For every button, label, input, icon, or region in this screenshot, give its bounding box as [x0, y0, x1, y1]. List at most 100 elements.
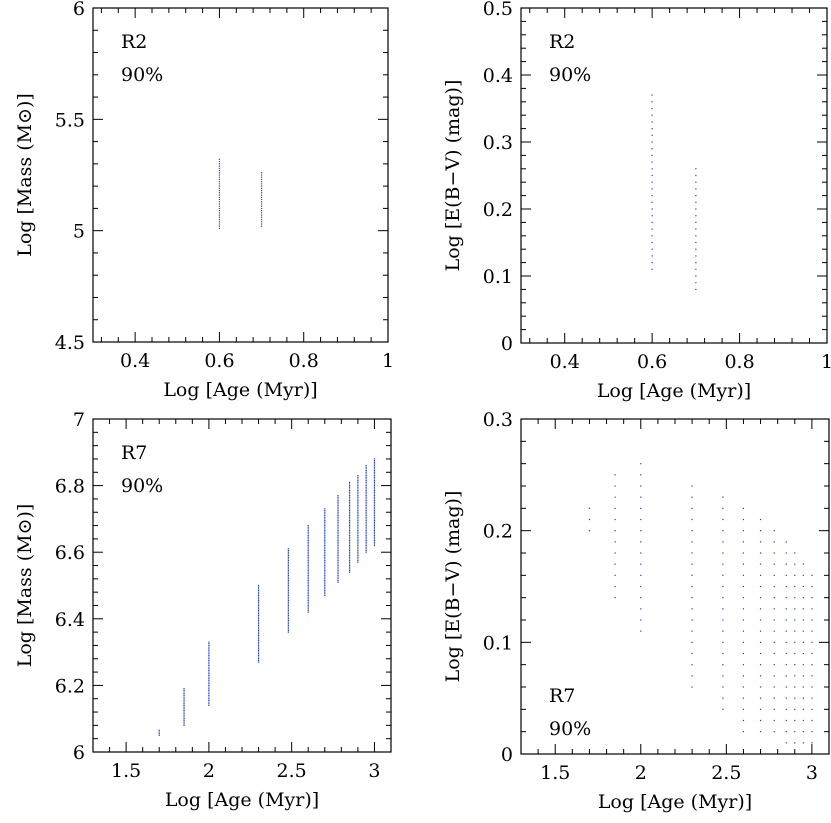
data-point [337, 556, 339, 558]
data-point [218, 201, 221, 203]
data-point [218, 196, 221, 198]
data-point [373, 511, 376, 513]
data-point [773, 675, 775, 677]
data-point [651, 101, 653, 103]
data-point [742, 719, 745, 722]
data-point [365, 501, 367, 503]
data-point [307, 584, 309, 587]
data-point [324, 519, 326, 522]
y-tick-label: 5.5 [55, 109, 85, 131]
data-point [691, 563, 693, 565]
data-point [287, 571, 289, 573]
data-point [651, 228, 653, 230]
data-point [307, 534, 309, 537]
data-point [287, 621, 289, 623]
data-point [695, 262, 697, 264]
data-point [208, 644, 210, 647]
data-point [722, 664, 724, 666]
data-point [357, 511, 359, 513]
data-point [307, 606, 309, 608]
data-point [257, 639, 260, 642]
data-point [373, 521, 376, 523]
data-point [365, 526, 367, 528]
data-point [208, 661, 210, 663]
data-point [365, 518, 367, 520]
data-point [722, 686, 724, 688]
y-axis-label: Log [E(B−V) (mag)] [442, 80, 464, 272]
data-point [811, 585, 813, 588]
data-point [349, 569, 351, 572]
data-point [773, 630, 775, 632]
y-tick-label: 0.3 [483, 409, 513, 431]
data-point [651, 255, 653, 257]
data-point [357, 551, 359, 553]
data-point [651, 201, 653, 203]
data-point [257, 599, 260, 602]
data-point [287, 564, 289, 567]
data-point [307, 551, 309, 553]
data-point [287, 559, 289, 562]
data-point [208, 643, 210, 645]
data-point [287, 563, 289, 565]
data-point [260, 176, 263, 178]
data-point [794, 708, 796, 710]
data-point [640, 574, 642, 576]
data-point [365, 489, 367, 492]
data-point [307, 531, 309, 533]
data-point [373, 518, 376, 520]
data-point [208, 668, 210, 670]
data-point [759, 563, 762, 565]
data-point [307, 544, 309, 547]
data-point [357, 506, 359, 508]
data-point [324, 516, 326, 518]
data-point [722, 675, 724, 677]
data-point [759, 585, 762, 588]
data-point [257, 643, 260, 645]
data-point [183, 716, 185, 718]
data-point [218, 172, 221, 174]
data-point [773, 731, 775, 733]
data-point [349, 485, 351, 487]
data-point [287, 573, 289, 575]
data-point [337, 514, 339, 517]
data-point [337, 564, 339, 567]
data-point [260, 201, 263, 203]
data-point [218, 225, 221, 227]
data-point [365, 511, 367, 513]
x-tick-label: 0.6 [637, 351, 667, 373]
data-point [640, 507, 642, 509]
data-point [307, 564, 309, 567]
data-point [324, 536, 326, 538]
data-point [357, 534, 359, 537]
data-point [695, 201, 697, 203]
data-point [257, 586, 260, 588]
data-point [695, 248, 697, 250]
data-point [373, 543, 376, 545]
data-point [357, 533, 359, 535]
panel-annotation-line: R2 [549, 31, 575, 53]
data-point [802, 619, 804, 621]
data-point [373, 476, 376, 478]
data-point [357, 499, 359, 502]
data-point [287, 619, 289, 622]
data-point [357, 476, 359, 478]
data-point [324, 533, 326, 535]
data-point [218, 227, 221, 230]
data-point [349, 509, 351, 512]
data-point [260, 207, 263, 209]
data-point [260, 174, 263, 176]
data-point [324, 549, 326, 552]
data-point [349, 554, 351, 557]
data-point [287, 606, 289, 608]
y-tick-label: 6.2 [55, 675, 85, 697]
data-point [373, 489, 376, 492]
data-point [208, 658, 210, 660]
data-point [324, 558, 326, 560]
data-point [691, 664, 693, 666]
data-point [324, 574, 326, 577]
data-point [208, 669, 210, 672]
data-point [357, 536, 359, 538]
panel-annotation-line: R2 [121, 31, 147, 53]
y-axis-label: Log [E(B−V) (mag)] [442, 491, 464, 683]
